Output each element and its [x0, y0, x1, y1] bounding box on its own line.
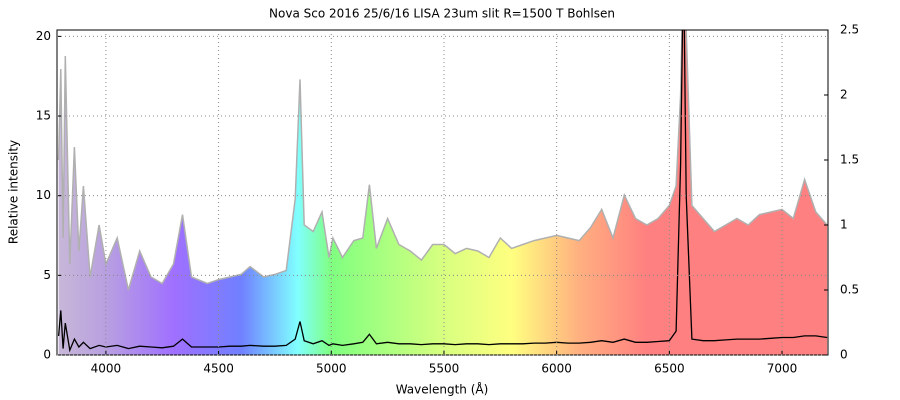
- chart-title: Nova Sco 2016 25/6/16 LISA 23um slit R=1…: [269, 7, 615, 21]
- y-tick-label: 0: [43, 348, 51, 362]
- x-tick-label: 5500: [429, 362, 460, 376]
- spectrum-line: [57, 30, 828, 291]
- x-tick-label: 6000: [541, 362, 572, 376]
- x-tick-label: 4000: [91, 362, 122, 376]
- y2-tick-label: 0.5: [840, 283, 859, 297]
- y-tick-label: 20: [36, 29, 51, 43]
- y-axis-label: Relative intensity: [7, 140, 21, 244]
- x-tick-label: 6500: [654, 362, 685, 376]
- x-tick-label: 4500: [203, 362, 234, 376]
- y2-tick-label: 2.5: [840, 23, 859, 37]
- y-tick-label: 5: [43, 268, 51, 282]
- plot-frame: [56, 29, 829, 356]
- y2-tick-label: 1: [840, 218, 848, 232]
- x-axis-label: Wavelength (Å): [396, 382, 489, 397]
- y2-tick-label: 1.5: [840, 153, 859, 167]
- plot-area: [57, 30, 828, 355]
- y-tick-label: 10: [36, 188, 51, 202]
- x-tick-label: 5000: [316, 362, 347, 376]
- x-tick-label: 7000: [767, 362, 798, 376]
- y2-tick-label: 0: [840, 348, 848, 362]
- spectrum-line: [57, 30, 828, 353]
- y-tick-label: 15: [36, 109, 51, 123]
- y2-tick-label: 2: [840, 88, 848, 102]
- spectrum-area: [58, 30, 828, 355]
